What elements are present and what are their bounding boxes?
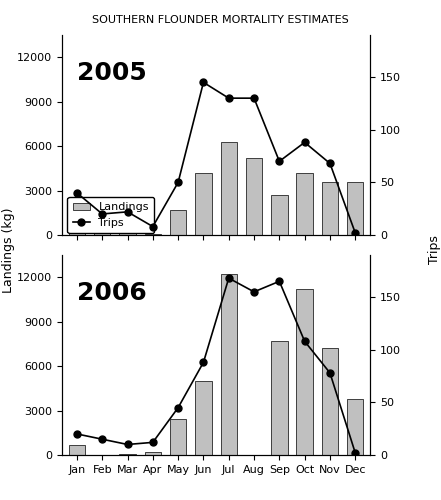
Bar (120, 454, 136, 455)
Bar (120, 229, 136, 235)
Text: 2005: 2005 (77, 61, 147, 85)
Text: Trips: Trips (428, 236, 441, 264)
Bar (170, 210, 187, 235)
Bar (296, 289, 313, 455)
Bar (322, 348, 338, 455)
Legend: Landings, Trips: Landings, Trips (67, 197, 154, 234)
Bar (145, 234, 161, 235)
Text: SOUTHERN FLOUNDER MORTALITY ESTIMATES: SOUTHERN FLOUNDER MORTALITY ESTIMATES (92, 15, 349, 25)
Bar (145, 452, 161, 455)
Bar (347, 182, 363, 235)
Bar (69, 214, 85, 235)
Bar (94, 230, 110, 235)
Bar (195, 173, 212, 235)
Bar (220, 274, 237, 455)
Bar (195, 381, 212, 455)
Bar (69, 444, 85, 455)
Bar (296, 173, 313, 235)
Bar (170, 420, 187, 455)
Bar (271, 341, 288, 455)
Bar (220, 142, 237, 235)
Bar (246, 158, 262, 235)
Bar (271, 195, 288, 235)
Text: 2006: 2006 (77, 281, 147, 305)
Bar (347, 398, 363, 455)
Bar (322, 182, 338, 235)
Text: Landings (kg): Landings (kg) (2, 207, 15, 292)
